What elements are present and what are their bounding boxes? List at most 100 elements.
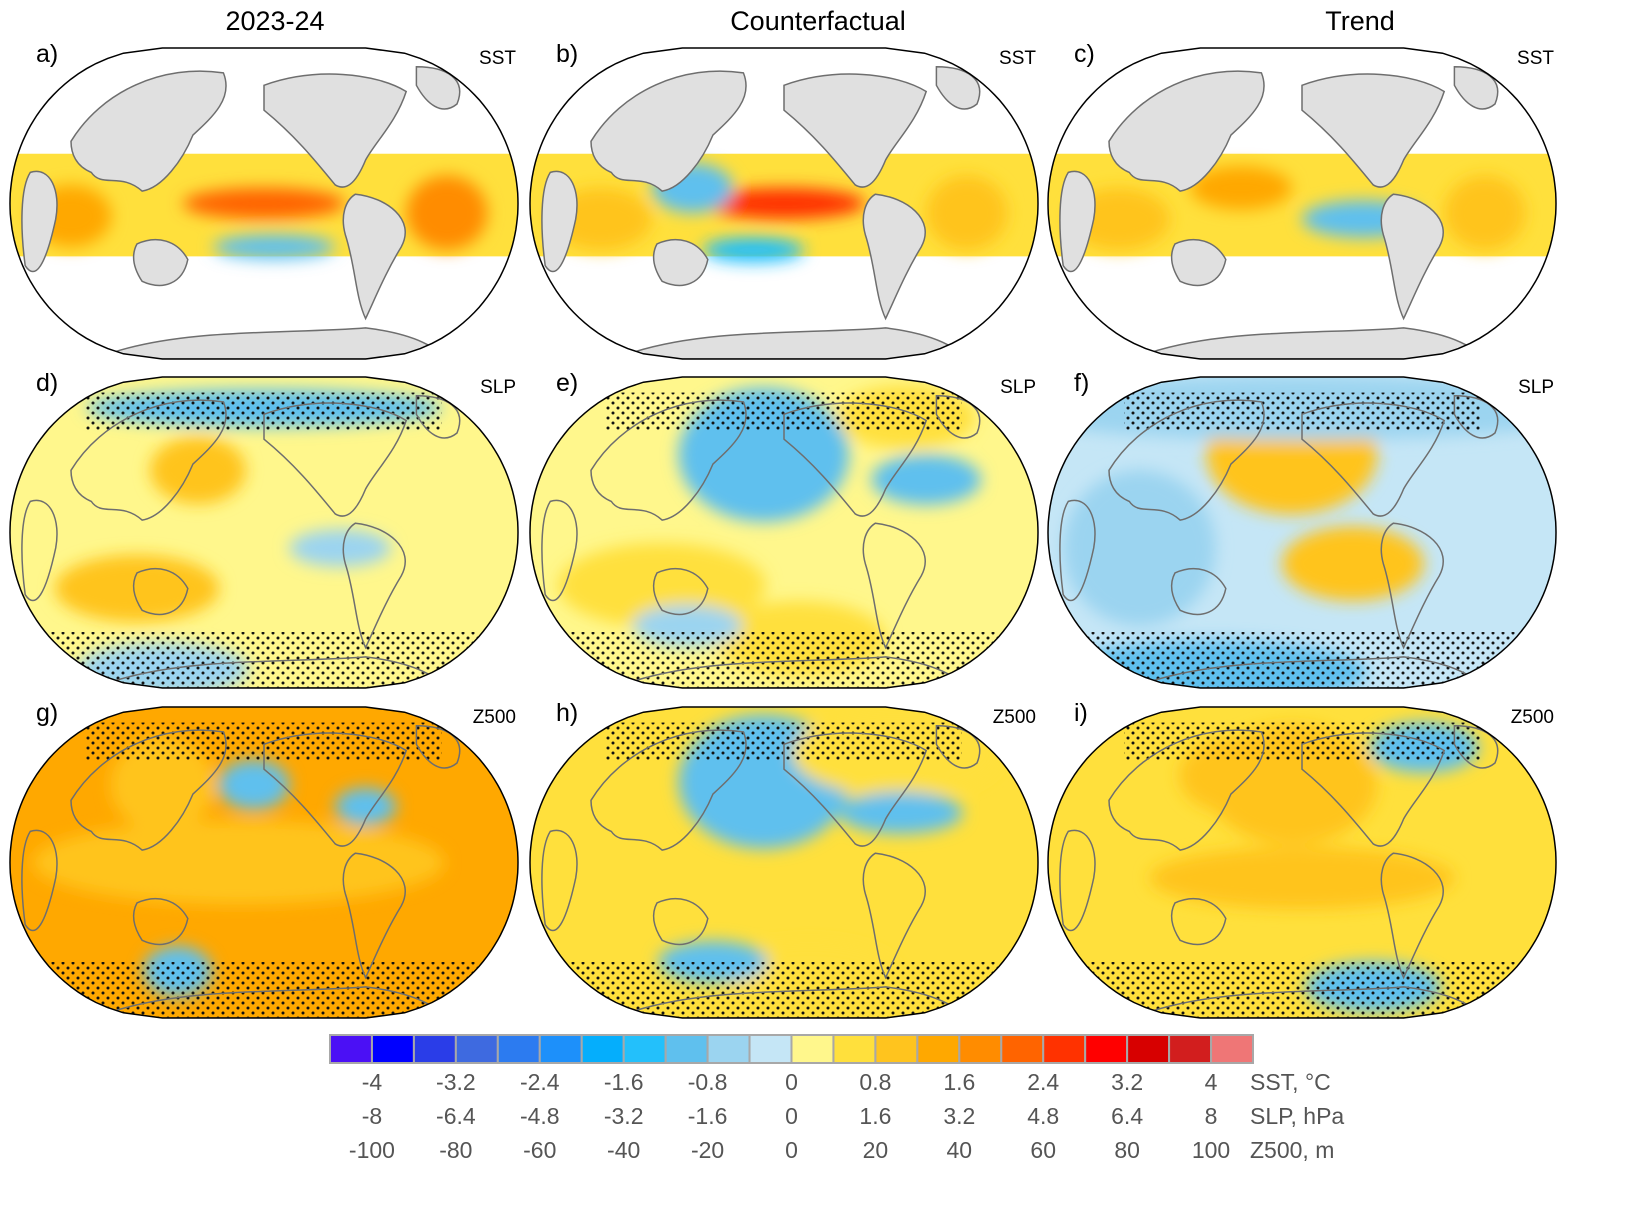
colorbar-swatch (580, 1034, 625, 1064)
colorbar-unit-label: SST, °C (1250, 1069, 1331, 1095)
coastline (1170, 567, 1227, 616)
coastline (70, 399, 227, 521)
panel-letter: b) (556, 40, 578, 68)
panel-letter: f) (1074, 369, 1089, 397)
coastline (21, 499, 58, 602)
panel-a: a) SST (9, 40, 519, 360)
panel-e: e) SLP (529, 369, 1039, 689)
variable-label: SLP (1518, 377, 1554, 398)
variable-label: Z500 (993, 707, 1036, 728)
coastline (783, 732, 928, 847)
colorbar-swatch (622, 1034, 667, 1064)
land-mass (1453, 65, 1499, 110)
colorbar-tick-label: 60 (1030, 1137, 1056, 1163)
land-mass (541, 170, 578, 273)
panel-letter: c) (1074, 40, 1095, 68)
panel-letter: e) (556, 369, 578, 397)
significance-stipple (530, 632, 1038, 688)
colorbar-unit-label: Z500, m (1250, 1137, 1334, 1163)
anomaly-negative (1063, 470, 1216, 626)
colorbar-tick-label: 1.6 (859, 1103, 891, 1129)
colorbar-tick-label: 0 (785, 1137, 798, 1163)
anomaly-positive (32, 820, 445, 905)
colorbar-swatch (1042, 1034, 1087, 1064)
anomaly-positive (1281, 526, 1424, 601)
colorbar-swatch (370, 1034, 415, 1064)
coastline (1059, 499, 1096, 602)
colorbar-swatch (874, 1034, 919, 1064)
coastline (415, 724, 461, 769)
colorbar-swatch (496, 1034, 541, 1064)
land-mass (1108, 70, 1265, 192)
colorbar-tick-label: -0.8 (688, 1069, 728, 1095)
colorbar-swatch (790, 1034, 835, 1064)
coastline (652, 897, 709, 946)
panel-g: g) Z500 (9, 699, 519, 1019)
anomaly-positive (558, 543, 766, 628)
colorbar-tick-label: 100 (1192, 1137, 1230, 1163)
colorbar-swatch (1168, 1034, 1213, 1064)
land-mass (1170, 238, 1227, 287)
colorbar: -4 -3.2 -2.4 -1.6 -0.8 0 0.8 1.6 2.4 3.2 4 SST, °C -… (329, 1034, 1344, 1163)
colorbar-swatch (538, 1034, 583, 1064)
colorbar-tick-label: -3.2 (604, 1103, 644, 1129)
colorbar-tick-label: 0 (785, 1069, 798, 1095)
panel-letter: h) (556, 699, 578, 727)
coastline (263, 732, 408, 847)
anomaly-negative (702, 237, 805, 263)
coastline (342, 522, 406, 650)
colorbar-tick-label: 1.6 (943, 1069, 975, 1095)
significance-stipple (1048, 632, 1556, 688)
colorbar-tick-label: -4.8 (520, 1103, 560, 1129)
coastline (1453, 394, 1499, 439)
panel-letter: a) (36, 40, 58, 68)
coastline (342, 852, 406, 980)
coastline (862, 522, 926, 650)
colorbar-swatch (664, 1034, 709, 1064)
variable-label: SST (1517, 48, 1554, 69)
map-outline (1047, 706, 1557, 1019)
land-mass (132, 238, 189, 287)
colorbar-tick-label: 0.8 (859, 1069, 891, 1095)
colorbar-swatch (1084, 1034, 1129, 1064)
colorbar-swatch (412, 1034, 457, 1064)
significance-stipple (530, 962, 1038, 1018)
panel-h: h) Z500 (529, 699, 1039, 1019)
panel-c: c) SST (1047, 40, 1557, 360)
panel-b: b) SST (529, 40, 1039, 360)
variable-label: SST (479, 48, 516, 69)
anomaly-negative (213, 234, 336, 260)
coastline (21, 829, 58, 932)
anomaly-negative (839, 791, 963, 834)
map-outline (1047, 376, 1557, 689)
coastline (70, 729, 227, 851)
panel-letter: i) (1074, 699, 1088, 727)
coastline (1059, 829, 1096, 932)
colorbar-tick-label: 4.8 (1027, 1103, 1059, 1129)
colorbar-unit-label: SLP, hPa (1250, 1103, 1344, 1129)
land-mass (70, 70, 227, 192)
land-mass (590, 70, 747, 192)
anomaly-positive (1444, 175, 1526, 251)
coastline (541, 829, 578, 932)
colorbar-tick-label: -8 (362, 1103, 382, 1129)
coastline (1301, 732, 1446, 847)
colorbar-tick-label: -4 (362, 1069, 383, 1095)
anomaly-positive (1149, 846, 1455, 910)
anomaly-positive (149, 436, 246, 504)
colorbar-tick-label: -1.6 (688, 1103, 728, 1129)
coastline (541, 499, 578, 602)
land-mass (652, 238, 709, 287)
significance-stipple (10, 962, 518, 1018)
land-mass (1380, 193, 1444, 321)
land-mass (862, 193, 926, 321)
colorbar-swatch (1126, 1034, 1171, 1064)
anomaly-positive (702, 187, 866, 220)
colorbar-swatch (832, 1034, 877, 1064)
colorbar-swatch (1210, 1034, 1254, 1064)
colorbar-tick-label: -3.2 (436, 1069, 476, 1095)
colorbar-swatch (958, 1034, 1003, 1064)
colorbar-tick-label: -100 (349, 1137, 395, 1163)
coastline (935, 724, 981, 769)
